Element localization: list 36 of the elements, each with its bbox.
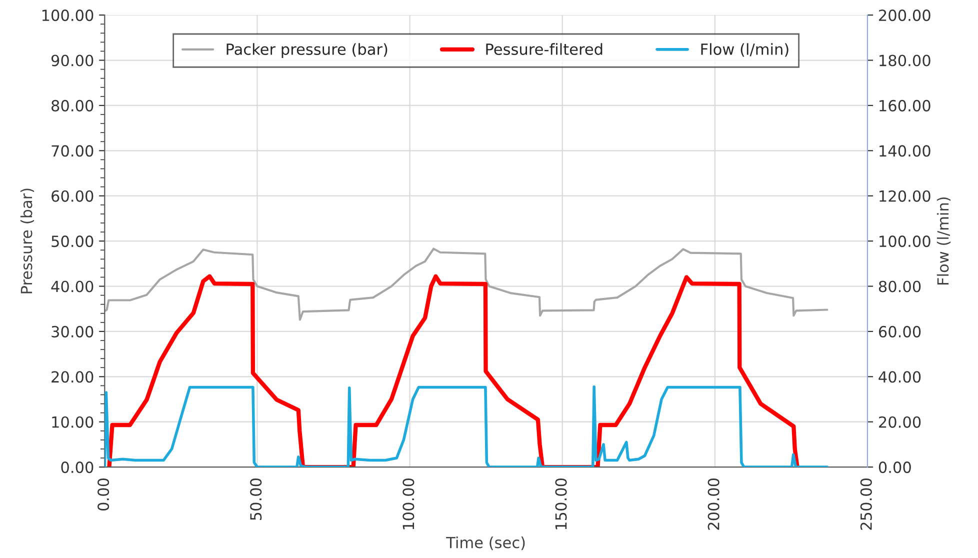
y2-tick-label: 40.00 [878, 371, 921, 383]
y2-tick-label: 140.00 [880, 145, 930, 157]
legend-label: Pessure-filtered [486, 43, 602, 55]
x-tick-label: 250.00 [860, 478, 872, 530]
y-tick-label: 100.00 [42, 10, 94, 22]
y-tick-label: 0.00 [61, 462, 94, 474]
y2-tick-label: 160.00 [880, 100, 930, 112]
y2-tick-label: 120.00 [880, 190, 930, 202]
y-tick-label: 30.00 [52, 326, 94, 338]
legend-label: Flow (l/min) [701, 43, 788, 57]
x-tick-label: 50.00 [250, 478, 262, 520]
legend-label: Packer pressure (bar) [226, 43, 388, 58]
y2-tick-label: 0.00 [878, 462, 911, 474]
y-tick-label: 20.00 [52, 371, 94, 383]
y-tick-label: 90.00 [51, 54, 94, 66]
y2-tick-label: 100.00 [880, 236, 930, 248]
y2-tick-label: 80.00 [878, 280, 921, 292]
y2-tick-label: 60.00 [878, 326, 921, 338]
y2-axis-title: Flow (l/min) [936, 197, 951, 284]
x-tick-label: 200.00 [708, 478, 720, 530]
y2-tick-label: 20.00 [879, 416, 921, 428]
y-tick-label: 80.00 [52, 100, 94, 112]
y-axis-title: Pressure (bar) [20, 188, 34, 294]
y2-tick-label: 180.00 [880, 54, 930, 66]
y-tick-label: 70.00 [52, 145, 94, 157]
x-tick-label: 100.00 [402, 478, 414, 530]
y-tick-label: 50.00 [52, 236, 94, 248]
y-tick-label: 10.00 [52, 416, 94, 428]
line-series [104, 385, 829, 468]
y2-tick-label: 200.00 [879, 10, 930, 22]
x-tick-label: 150.00 [555, 478, 567, 530]
y-tick-label: 60.00 [52, 190, 94, 202]
line-series [104, 248, 828, 321]
y-tick-label: 40.00 [51, 280, 94, 292]
x-axis-title: Time (sec) [446, 536, 525, 550]
line-series [107, 274, 800, 468]
